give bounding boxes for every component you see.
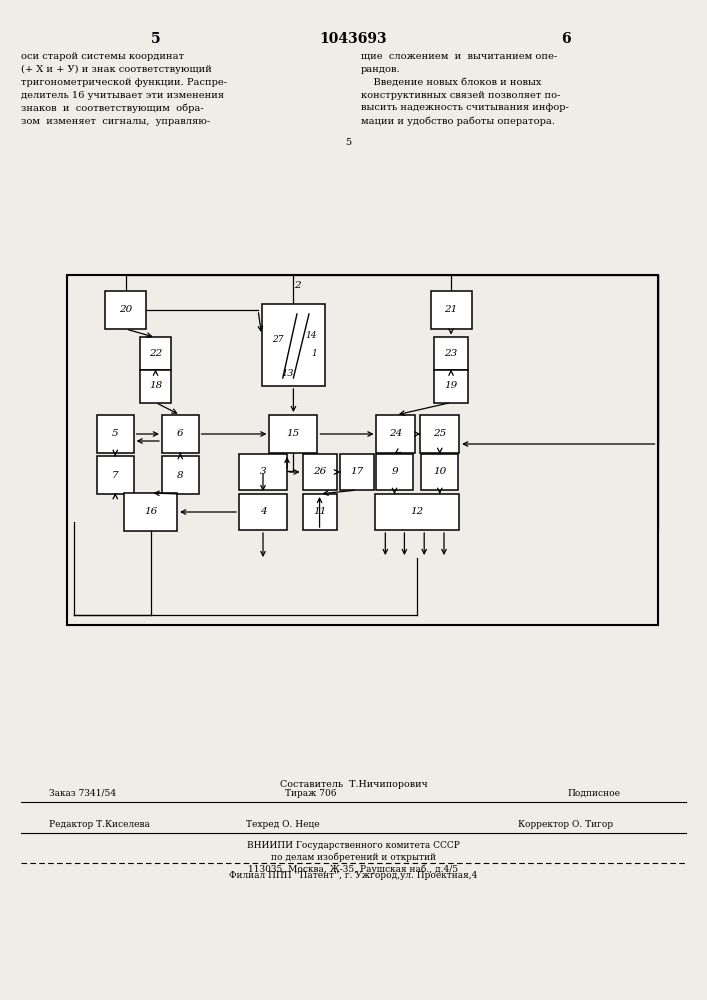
- Text: Заказ 7341/54: Заказ 7341/54: [49, 789, 117, 798]
- Text: 6: 6: [561, 32, 571, 46]
- Text: 5: 5: [112, 430, 119, 438]
- Bar: [269, 415, 317, 453]
- Bar: [434, 369, 468, 402]
- Text: Филиал ППП ''Патент'', г. Ужгород,ул. Проектная,4: Филиал ППП ''Патент'', г. Ужгород,ул. Пр…: [229, 871, 478, 880]
- Text: 25: 25: [433, 430, 446, 438]
- Text: 1: 1: [312, 349, 317, 358]
- Text: 14: 14: [305, 330, 317, 340]
- Text: 20: 20: [119, 306, 132, 314]
- Text: 1043693: 1043693: [320, 32, 387, 46]
- Bar: [262, 304, 325, 386]
- Text: Техред О. Неце: Техред О. Неце: [246, 820, 320, 829]
- Bar: [431, 291, 472, 329]
- Text: Тираж 706: Тираж 706: [286, 789, 337, 798]
- Bar: [239, 454, 287, 490]
- Text: 4: 4: [259, 508, 267, 516]
- Bar: [376, 454, 413, 490]
- Text: 6: 6: [177, 430, 184, 438]
- Bar: [421, 454, 458, 490]
- Text: 23: 23: [445, 350, 457, 359]
- Bar: [105, 291, 146, 329]
- Text: 27: 27: [272, 336, 284, 344]
- Bar: [124, 493, 177, 531]
- Bar: [340, 454, 374, 490]
- Bar: [67, 275, 658, 625]
- Text: 12: 12: [411, 508, 423, 516]
- Bar: [303, 454, 337, 490]
- Text: 18: 18: [149, 381, 162, 390]
- Bar: [303, 494, 337, 530]
- Bar: [239, 494, 287, 530]
- Text: оси старой системы координат
(+ Х и + У) и знак соответствующий
тригонометрическ: оси старой системы координат (+ Х и + У)…: [21, 52, 228, 126]
- Text: 19: 19: [445, 381, 457, 390]
- Text: 21: 21: [445, 306, 457, 314]
- Text: Подписное: Подписное: [568, 789, 620, 798]
- Text: 113035, Москва, Ж-35, Раушская наб., д.4/5: 113035, Москва, Ж-35, Раушская наб., д.4…: [248, 865, 459, 874]
- Bar: [140, 337, 171, 370]
- Text: 15: 15: [287, 430, 300, 438]
- Text: 16: 16: [144, 508, 157, 516]
- Text: 7: 7: [112, 471, 119, 480]
- Text: 3: 3: [259, 468, 267, 477]
- Text: Составитель  Т.Ничипорович: Составитель Т.Ничипорович: [280, 780, 427, 789]
- Text: 9: 9: [391, 468, 398, 477]
- Text: ВНИИПИ Государственного комитета СССР: ВНИИПИ Государственного комитета СССР: [247, 841, 460, 850]
- Bar: [162, 415, 199, 453]
- Text: 8: 8: [177, 471, 184, 480]
- Text: 13: 13: [281, 369, 294, 378]
- Text: 10: 10: [433, 468, 446, 477]
- Bar: [377, 415, 416, 453]
- Text: 5: 5: [151, 32, 160, 46]
- Text: 24: 24: [390, 430, 402, 438]
- Text: Корректор О. Тигор: Корректор О. Тигор: [518, 820, 613, 829]
- Text: Редактор Т.Киселева: Редактор Т.Киселева: [49, 820, 151, 829]
- Bar: [162, 456, 199, 494]
- Text: 22: 22: [149, 350, 162, 359]
- Text: 17: 17: [351, 468, 363, 477]
- Text: 11: 11: [313, 508, 326, 516]
- Text: 2: 2: [293, 281, 300, 290]
- Bar: [420, 415, 460, 453]
- Bar: [140, 369, 171, 402]
- Bar: [434, 337, 468, 370]
- Text: щие  сложением  и  вычитанием опе-
рандов.
    Введение новых блоков и новых
кон: щие сложением и вычитанием опе- рандов. …: [361, 52, 568, 126]
- Bar: [375, 494, 459, 530]
- Bar: [97, 415, 134, 453]
- Text: 26: 26: [313, 468, 326, 477]
- Text: 5: 5: [345, 138, 351, 147]
- Text: по делам изобретений и открытий: по делам изобретений и открытий: [271, 853, 436, 862]
- Bar: [97, 456, 134, 494]
